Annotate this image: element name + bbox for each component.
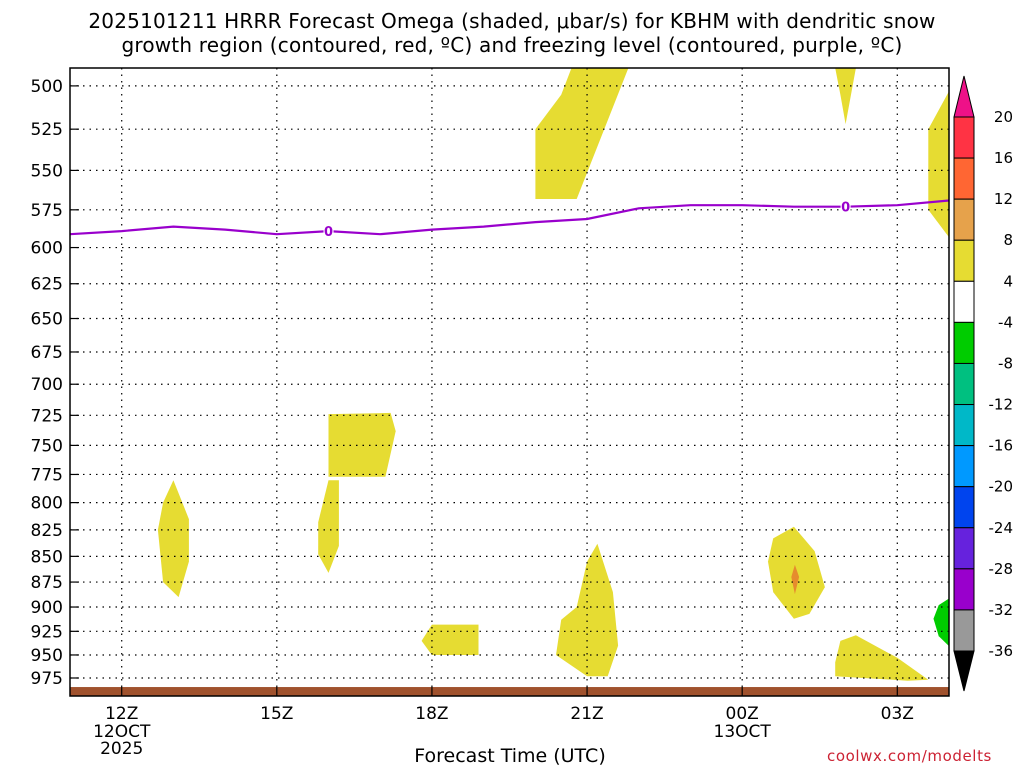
colorbar-label: -8 xyxy=(998,354,1013,372)
colorbar-label: -20 xyxy=(989,478,1014,496)
colorbar-label: 4 xyxy=(1003,272,1013,290)
x-tick-label: 00Z xyxy=(726,704,759,724)
freezing-level-contour: 00 xyxy=(70,198,949,240)
plot-frame xyxy=(69,67,950,697)
colorbar-swatch xyxy=(953,321,975,364)
y-tick-label: 525 xyxy=(31,120,63,140)
x-tick-label: 12Z xyxy=(105,704,138,724)
colorbar-swatch xyxy=(953,568,975,611)
colorbar-swatch xyxy=(953,198,975,241)
omega-region xyxy=(535,68,629,199)
omega-region xyxy=(556,543,619,677)
omega-region xyxy=(328,412,396,477)
y-tick-label: 925 xyxy=(31,622,63,642)
y-tick-label: 825 xyxy=(31,521,63,541)
y-tick-label: 900 xyxy=(31,598,63,618)
omega-region xyxy=(157,480,189,598)
omega-region xyxy=(835,635,929,681)
omega-region xyxy=(421,624,479,655)
y-tick-label: 500 xyxy=(31,77,63,97)
credit-link[interactable]: coolwx.com/modelts xyxy=(827,747,992,765)
contour-label-bg xyxy=(323,223,334,240)
y-tick-label: 750 xyxy=(31,436,63,456)
colorbar-bottom-cap xyxy=(953,650,975,692)
colorbar-top-cap xyxy=(953,75,975,118)
colorbar-swatch xyxy=(953,157,975,200)
y-tick-label: 575 xyxy=(31,201,63,221)
colorbar-swatch xyxy=(953,486,975,529)
colorbar-label: 8 xyxy=(1003,231,1013,249)
omega-shaded-regions xyxy=(157,68,949,681)
x-tick-sublabel: 2025 xyxy=(100,739,143,759)
y-axis: 500 525 550 575 600 625 650 675 700 725 750 775 800 8… xyxy=(31,77,79,689)
x-tick-label: 18Z xyxy=(415,704,448,724)
colorbar-label: -28 xyxy=(989,560,1014,578)
contour-label-bg xyxy=(840,198,851,215)
colorbar-label: -36 xyxy=(989,642,1014,660)
chart-title-line-2: growth region (contoured, red, ºC) and f… xyxy=(121,33,903,57)
omega-region xyxy=(791,564,800,595)
colorbar-swatch xyxy=(953,362,975,406)
y-tick-label: 875 xyxy=(31,573,63,593)
y-tick-label: 700 xyxy=(31,375,63,395)
colorbar-swatch xyxy=(953,445,975,488)
colorbar-swatch xyxy=(953,609,975,652)
colorbar-label: -12 xyxy=(989,396,1014,414)
y-tick-label: 850 xyxy=(31,547,63,567)
y-tick-label: 675 xyxy=(31,343,63,363)
grid-lines xyxy=(70,68,949,696)
x-tick-label: 03Z xyxy=(881,704,914,724)
colorbar-swatch xyxy=(953,280,975,323)
y-tick-label: 975 xyxy=(31,669,63,689)
y-tick-label: 550 xyxy=(31,161,63,181)
y-tick-label: 950 xyxy=(31,646,63,666)
omega-region xyxy=(318,480,339,573)
y-tick-label: 800 xyxy=(31,494,63,514)
colorbar-label: -32 xyxy=(989,601,1014,619)
chart-title-line-1: 2025101211 HRRR Forecast Omega (shaded, … xyxy=(88,9,936,33)
colorbar-swatch xyxy=(953,404,975,447)
x-tick-sublabel: 12OCT xyxy=(93,722,151,742)
ground-strip-fill xyxy=(70,687,949,696)
colorbar-swatch xyxy=(953,239,975,282)
colorbar-label: 16 xyxy=(994,149,1013,167)
y-tick-label: 775 xyxy=(31,465,63,485)
omega-region xyxy=(835,68,856,125)
contour-label: 0 xyxy=(324,225,333,240)
colorbar-label: -16 xyxy=(989,437,1014,455)
omega-region xyxy=(933,598,949,647)
y-tick-label: 625 xyxy=(31,275,63,295)
x-tick-label: 21Z xyxy=(570,704,603,724)
y-tick-label: 600 xyxy=(31,239,63,259)
x-tick-label: 15Z xyxy=(260,704,293,724)
colorbar-label: 20 xyxy=(994,108,1013,126)
contour-label: 0 xyxy=(841,201,850,216)
colorbar: 20 16 12 8 4 -4 -8 -12 -16 -20 -24 -28 -32 -36 xyxy=(953,75,1014,692)
x-axis-title: Forecast Time (UTC) xyxy=(414,745,606,767)
y-tick-label: 725 xyxy=(31,406,63,426)
colorbar-label: 12 xyxy=(994,190,1013,208)
colorbar-swatch xyxy=(953,527,975,570)
x-tick-sublabel: 13OCT xyxy=(714,722,772,742)
colorbar-label: -24 xyxy=(989,519,1014,537)
colorbar-label: -4 xyxy=(998,313,1013,331)
plot-area xyxy=(70,68,949,696)
ground-strip xyxy=(70,687,949,696)
y-tick-label: 650 xyxy=(31,310,63,330)
colorbar-swatch xyxy=(953,116,975,159)
